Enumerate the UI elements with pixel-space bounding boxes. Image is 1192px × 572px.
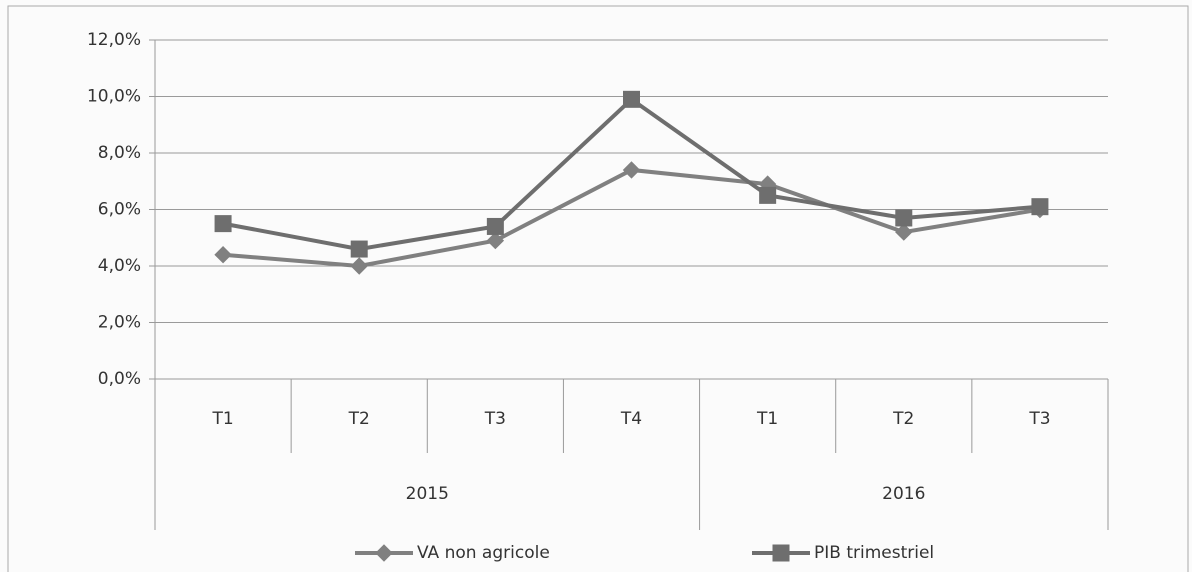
- legend-label: PIB trimestriel: [814, 543, 934, 563]
- x-tick-label: T1: [211, 409, 233, 429]
- marker-diamond: [350, 257, 368, 275]
- x-tick-label: T3: [484, 409, 506, 429]
- x-tick-label: T3: [1028, 409, 1050, 429]
- marker-square: [895, 209, 913, 227]
- marker-square: [214, 215, 232, 233]
- x-tick-label: T2: [348, 409, 370, 429]
- x-tick-label: T2: [892, 409, 914, 429]
- marker-square: [486, 217, 504, 235]
- legend-marker: [772, 544, 790, 562]
- legend-label: VA non agricole: [417, 543, 550, 563]
- y-tick-label: 12,0%: [87, 30, 141, 50]
- y-tick-label: 0,0%: [98, 369, 141, 389]
- y-tick-label: 2,0%: [98, 313, 141, 333]
- y-tick-label: 10,0%: [87, 87, 141, 107]
- y-tick-label: 8,0%: [98, 143, 141, 163]
- y-tick-label: 6,0%: [98, 200, 141, 220]
- group-label: 2015: [406, 484, 449, 504]
- marker-square: [1031, 198, 1049, 216]
- x-tick-label: T1: [756, 409, 778, 429]
- chart-border: [7, 5, 1189, 572]
- legend-marker: [375, 544, 393, 562]
- x-tick-label: T4: [620, 409, 642, 429]
- marker-diamond: [486, 231, 505, 250]
- marker-diamond: [895, 223, 913, 241]
- marker-diamond: [622, 161, 641, 179]
- marker-square: [350, 240, 368, 258]
- marker-square: [759, 186, 777, 204]
- marker-square: [623, 90, 640, 108]
- marker-diamond: [214, 245, 232, 264]
- group-label: 2016: [882, 484, 925, 504]
- y-tick-label: 4,0%: [98, 256, 141, 276]
